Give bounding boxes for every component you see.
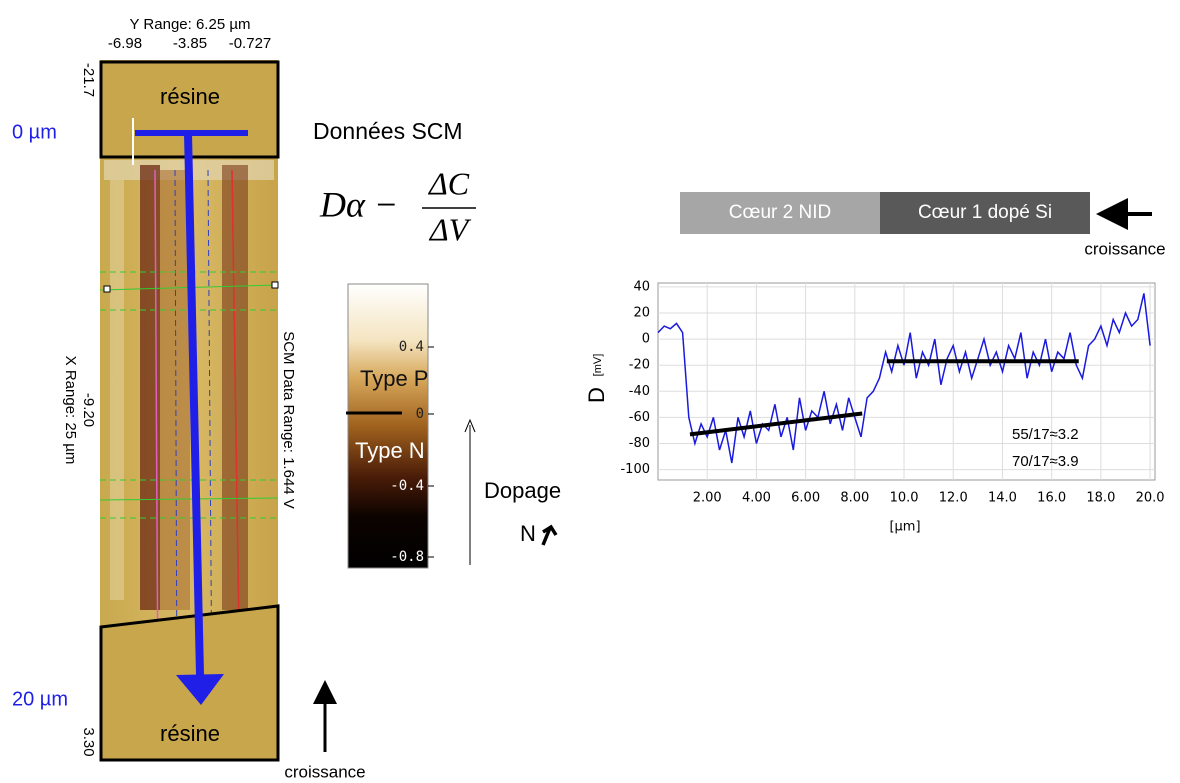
- x-tick-label: 20.0: [1136, 491, 1165, 506]
- y-axis-unit: [mV]: [592, 354, 604, 377]
- layer-segment: Cœur 1 dopé Si: [918, 202, 1052, 223]
- layer-growth-label: croissance: [1084, 239, 1165, 258]
- y-tick-label: -60: [629, 410, 650, 425]
- x-tick-label: 18.0: [1086, 491, 1115, 506]
- title: Données SCM: [313, 118, 463, 144]
- growth-label: croissance: [284, 762, 365, 781]
- chart: [657, 282, 1156, 481]
- data-line: [657, 293, 1151, 464]
- x-tick-label: 8.00: [840, 491, 869, 506]
- formula-denominator: ΔV: [428, 211, 472, 247]
- y-range-label: Y Range: 6.25 µm: [130, 16, 251, 33]
- data-range-label: SCM Data Range: 1.644 V: [280, 331, 297, 509]
- type-p: Type P: [360, 366, 428, 391]
- colorbar-tick-label: -0.4: [390, 478, 424, 494]
- image-y-tick: -6.98: [108, 35, 142, 52]
- x-axis-label: [µm]: [889, 520, 920, 535]
- start-label: 0 µm: [12, 121, 57, 143]
- formula-numerator: ΔC: [427, 165, 470, 201]
- colorbar-tick-label: -0.8: [390, 549, 424, 565]
- y-tick-label: 40: [633, 279, 650, 294]
- x-tick-label: 2.00: [693, 491, 722, 506]
- colorbar-tick-label: 0.4: [399, 339, 424, 355]
- y-tick-label: 20: [633, 306, 650, 321]
- y-tick-label: 0: [642, 332, 650, 347]
- image-x-tick: 3.30: [80, 727, 97, 756]
- end-label: 20 µm: [12, 688, 68, 710]
- image-x-tick: -21.7: [80, 63, 97, 97]
- resin-top: résine: [160, 84, 220, 109]
- y-tick-label: -80: [629, 436, 650, 451]
- annotation: 55/17≈3.2: [1012, 426, 1079, 443]
- scm-image: [99, 60, 280, 762]
- image-x-tick: -9.20: [80, 393, 97, 427]
- image-y-tick: -0.727: [229, 35, 272, 52]
- doping-type: N: [520, 521, 536, 546]
- layer-bar: [680, 192, 1152, 234]
- image-y-tick: -3.85: [173, 35, 207, 52]
- x-tick-label: 10.0: [890, 491, 919, 506]
- annotation: 70/17≈3.9: [1012, 453, 1079, 470]
- y-tick-label: -20: [629, 358, 650, 373]
- x-range-label: X Range: 25 µm: [62, 356, 79, 465]
- x-tick-label: 6.00: [791, 491, 820, 506]
- colorbar-tick-label: 0: [416, 406, 424, 422]
- type-n: Type N: [355, 438, 425, 463]
- y-tick-label: -40: [629, 384, 650, 399]
- formula-lhs: Dα −: [319, 184, 398, 224]
- x-tick-label: 14.0: [988, 491, 1017, 506]
- x-tick-label: 16.0: [1037, 491, 1066, 506]
- y-axis-label: D: [584, 387, 609, 403]
- trend-line: [689, 411, 863, 437]
- layer-segment: Cœur 2 NID: [729, 202, 831, 223]
- x-tick-label: 4.00: [742, 491, 771, 506]
- y-tick-label: -100: [620, 462, 650, 477]
- x-tick-label: 12.0: [939, 491, 968, 506]
- doping-arrow-head: [464, 418, 476, 433]
- resin-bottom: résine: [160, 721, 220, 746]
- colorbar: [346, 283, 429, 569]
- doping-n-arrow: [541, 524, 558, 546]
- doping-label: Dopage: [484, 478, 561, 503]
